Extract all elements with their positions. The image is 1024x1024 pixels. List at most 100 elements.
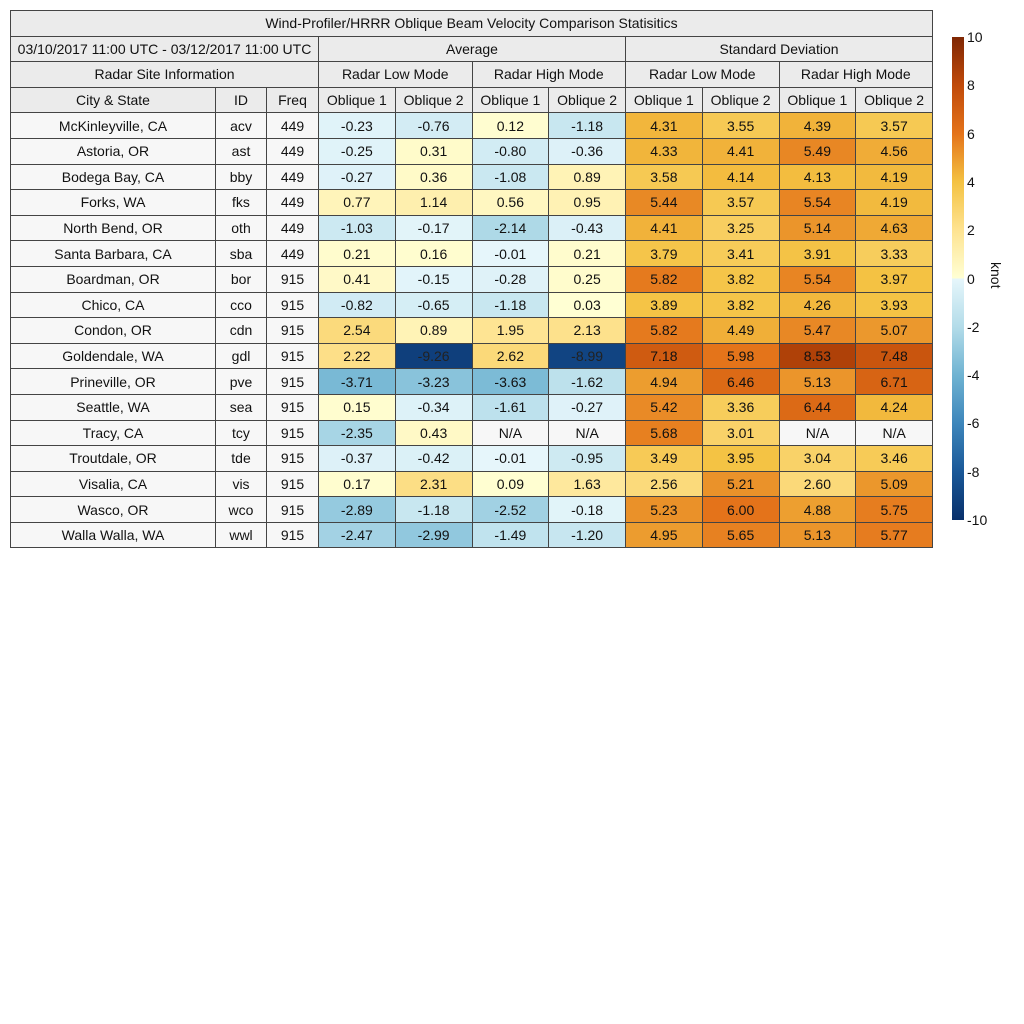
city-cell: Walla Walla, WA [10,521,216,549]
colorbar-tick: 4 [967,173,975,190]
value-cell: -1.03 [318,214,396,242]
column-header: Oblique 1 [625,86,703,114]
value-cell: -1.20 [548,521,626,549]
value-cell: -3.23 [394,368,473,395]
freq-cell: 915 [266,368,319,395]
value-cell: 5.98 [701,342,780,370]
table-row: Wasco, OR wco 915 -2.89 -1.18 -2.52 -0.18 5.23 6… [10,496,933,523]
value-cell: 0.03 [548,291,626,319]
table-row: Walla Walla, WA wwl 915 -2.47 -2.99 -1.49 -1.2… [10,521,933,549]
value-cell: 4.13 [778,163,857,191]
colorbar-tick: -2 [967,318,980,335]
value-cell: 5.13 [778,368,857,395]
mode-header: Radar High Mode [778,61,933,88]
id-cell: wco [215,496,267,523]
id-cell: bby [215,163,267,191]
value-cell: 0.15 [318,393,396,421]
value-cell: 4.24 [855,393,933,421]
value-cell: 3.01 [701,419,780,447]
value-cell: 0.12 [471,112,550,139]
column-header: Oblique 2 [855,86,933,114]
table-row: McKinleyville, CA acv 449 -0.23 -0.76 0.12 -1.… [10,112,933,139]
colorbar-tick: 6 [967,125,975,142]
column-header: Oblique 1 [471,86,550,114]
value-cell: 5.21 [701,470,780,498]
value-cell: 5.13 [778,521,857,549]
city-cell: Troutdale, OR [10,445,216,472]
colorbar-tick: -4 [967,367,980,384]
colorbar-tick: 0 [967,270,975,287]
id-cell: sea [215,393,267,421]
freq-cell: 915 [266,419,319,447]
mode-header: Radar Low Mode [625,61,780,88]
table-row: Astoria, OR ast 449 -0.25 0.31 -0.80 -0.36 4.33… [10,137,933,165]
id-cell: oth [215,214,267,242]
value-cell: 2.13 [548,317,626,344]
table-row: Forks, WA fks 449 0.77 1.14 0.56 0.95 5.44 3.57 5… [10,189,933,216]
value-cell: -0.01 [471,445,550,472]
value-cell: 4.31 [625,112,703,139]
id-cell: tcy [215,419,267,447]
city-cell: McKinleyville, CA [10,112,216,139]
table-row: Prineville, OR pve 915 -3.71 -3.23 -3.63 -1.62… [10,368,933,395]
id-cell: bor [215,265,267,293]
value-cell: 5.23 [625,496,703,523]
table-row: Bodega Bay, CA bby 449 -0.27 0.36 -1.08 0.89 3.… [10,163,933,191]
value-cell: N/A [548,419,626,447]
value-cell: 0.17 [318,470,396,498]
value-cell: 3.46 [855,445,933,472]
statistics-table: Wind-Profiler/HRRR Oblique Beam Velocity… [10,10,933,549]
value-cell: 7.48 [855,342,933,370]
freq-cell: 915 [266,496,319,523]
value-cell: 0.56 [471,189,550,216]
value-cell: 8.53 [778,342,857,370]
value-cell: 3.93 [855,291,933,319]
city-cell: Boardman, OR [10,265,216,293]
value-cell: -0.27 [318,163,396,191]
freq-cell: 449 [266,189,319,216]
value-cell: 1.14 [394,189,473,216]
value-cell: -3.71 [318,368,396,395]
freq-cell: 915 [266,521,319,549]
value-cell: 0.95 [548,189,626,216]
value-cell: 5.75 [855,496,933,523]
value-cell: -0.28 [471,265,550,293]
value-cell: -1.18 [548,112,626,139]
value-cell: 4.49 [701,317,780,344]
value-cell: 5.68 [625,419,703,447]
freq-cell: 915 [266,342,319,370]
value-cell: 5.77 [855,521,933,549]
value-cell: 0.21 [318,240,396,267]
value-cell: -2.47 [318,521,396,549]
city-cell: Forks, WA [10,189,216,216]
freq-cell: 915 [266,291,319,319]
mode-header: Radar High Mode [471,61,626,88]
value-cell: 2.54 [318,317,396,344]
value-cell: -1.08 [471,163,550,191]
freq-cell: 915 [266,445,319,472]
value-cell: -2.14 [471,214,550,242]
value-cell: 1.95 [471,317,550,344]
city-cell: Prineville, OR [10,368,216,395]
table-row: Chico, CA cco 915 -0.82 -0.65 -1.18 0.03 3.89 3.… [10,291,933,319]
value-cell: -0.65 [394,291,473,319]
value-cell: 6.44 [778,393,857,421]
value-cell: 3.97 [855,265,933,293]
group-std-dev: Standard Deviation [625,35,933,63]
value-cell: 0.16 [394,240,473,267]
freq-cell: 915 [266,470,319,498]
city-cell: Chico, CA [10,291,216,319]
value-cell: 6.46 [701,368,780,395]
value-cell: 2.60 [778,470,857,498]
column-header: Oblique 2 [394,86,473,114]
value-cell: 5.82 [625,265,703,293]
freq-cell: 449 [266,163,319,191]
value-cell: 3.79 [625,240,703,267]
freq-cell: 449 [266,137,319,165]
value-cell: 0.89 [394,317,473,344]
value-cell: 0.09 [471,470,550,498]
table-row: Tracy, CA tcy 915 -2.35 0.43 N/A N/A 5.68 3.01 N/… [10,419,933,447]
freq-cell: 449 [266,112,319,139]
table-row: Seattle, WA sea 915 0.15 -0.34 -1.61 -0.27 5.42… [10,393,933,421]
value-cell: -0.37 [318,445,396,472]
